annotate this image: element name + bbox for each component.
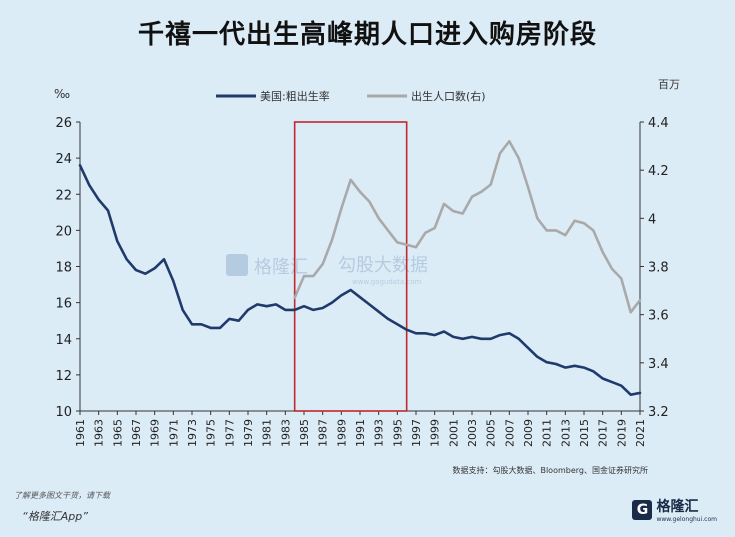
watermark: 格隆汇 勾股大数据 www.gogudata.com [226, 254, 428, 286]
logo-url: www.gelonghui.com [656, 516, 717, 523]
left-tick-label: 12 [55, 369, 72, 384]
x-tick-label: 1979 [242, 419, 255, 447]
logo-icon: G [632, 499, 653, 520]
legend-label-birth-rate: 美国:粗出生率 [260, 89, 330, 103]
series-line-births [293, 140, 642, 314]
x-tick-label: 2001 [447, 419, 460, 447]
footer-logo: G 格隆汇 www.gelonghui.com [632, 496, 717, 523]
x-tick-label: 1973 [186, 419, 199, 447]
right-tick-label: 3.6 [648, 309, 669, 324]
x-tick-label: 2015 [578, 419, 591, 447]
watermark-url: www.gogudata.com [352, 278, 421, 286]
right-tick-label: 3.8 [648, 261, 669, 276]
left-tick-label: 16 [55, 297, 72, 312]
x-tick-label: 1961 [74, 419, 87, 447]
series [78, 140, 642, 397]
x-tick-label: 1971 [167, 419, 180, 447]
footer-line-1: 了解更多图文干货，请下载 [14, 491, 110, 500]
right-tick-label: 3.2 [648, 405, 669, 420]
axes: 10 12 14 16 18 20 22 24 26 3.2 3.4 3.6 3.8 4 4.2 4.4 196… [55, 116, 668, 447]
left-tick-label: 14 [55, 333, 72, 348]
right-tick-label: 4 [648, 212, 656, 227]
watermark-logo-icon [226, 254, 248, 276]
x-tick-label: 2019 [615, 419, 628, 447]
right-tick-label: 3.4 [648, 357, 669, 372]
x-tick-label: 1985 [298, 419, 311, 447]
highlight-rect [293, 121, 408, 412]
left-tick-label: 20 [55, 224, 72, 239]
x-tick-label: 1993 [373, 419, 386, 447]
x-tick-label: 1995 [391, 419, 404, 447]
x-tick-label: 2011 [541, 419, 554, 447]
x-tick-label: 1983 [279, 419, 292, 447]
x-tick-label: 2005 [485, 419, 498, 447]
logo-text: 格隆汇 [656, 499, 699, 515]
logo-text-wrap: 格隆汇 www.gelonghui.com [656, 496, 717, 523]
x-tick-label: 1967 [130, 419, 143, 447]
x-tick-label: 1987 [317, 419, 330, 447]
x-tick-label: 1975 [205, 419, 218, 447]
left-tick-label: 24 [55, 152, 72, 167]
x-tick-label: 1969 [149, 419, 162, 447]
watermark-brand: 格隆汇 [254, 257, 308, 278]
x-tick-label: 2017 [597, 419, 610, 447]
right-axis-unit: 百万 [658, 78, 680, 91]
highlight-box [293, 121, 408, 412]
x-tick-label: 2007 [503, 419, 516, 447]
x-tick-label: 2013 [559, 419, 572, 447]
x-tick-label: 2003 [466, 419, 479, 447]
x-tick-label: 2009 [522, 419, 535, 447]
x-tick-label: 2021 [634, 419, 647, 447]
page-title: 千禧一代出生高峰期人口进入购房阶段 [137, 20, 597, 50]
x-tick-label: 1981 [261, 419, 274, 447]
x-tick-label: 1999 [429, 419, 442, 447]
x-tick-label: 1963 [93, 419, 106, 447]
left-tick-label: 26 [55, 116, 72, 131]
x-tick-label: 1991 [354, 419, 367, 447]
left-tick-label: 18 [55, 261, 72, 276]
x-tick-label: 1997 [410, 419, 423, 447]
left-tick-label: 10 [55, 405, 72, 420]
x-tick-label: 1965 [111, 419, 124, 447]
left-tick-label: 22 [55, 188, 72, 203]
footer-line-2: “格隆汇App” [22, 510, 88, 523]
legend-label-births: 出生人口数(右) [411, 89, 486, 103]
left-axis-unit: ‰ [54, 87, 70, 101]
series-line-birth-rate [78, 164, 642, 397]
x-tick-label: 1977 [223, 419, 236, 447]
watermark-brand2: 勾股大数据 [338, 255, 428, 276]
x-tick-label: 1989 [335, 419, 348, 447]
right-tick-label: 4.4 [648, 116, 669, 131]
right-tick-label: 4.2 [648, 164, 669, 179]
source-note: 数据支持：勾股大数据、Bloomberg、国金证券研究所 [452, 465, 648, 475]
legend: 美国:粗出生率 出生人口数(右) [216, 89, 486, 103]
